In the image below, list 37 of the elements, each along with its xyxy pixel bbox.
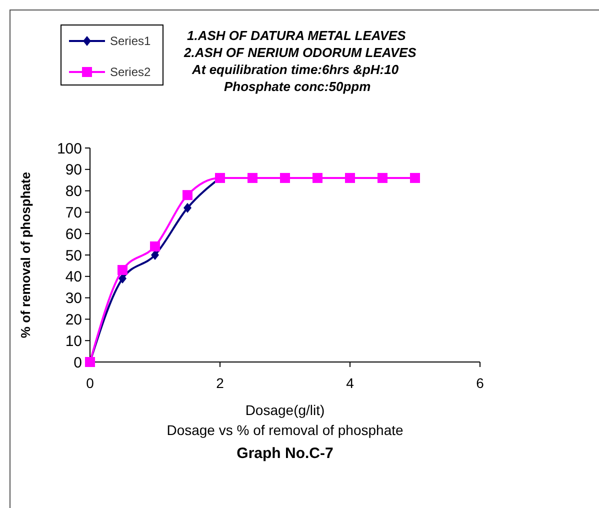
y-tick-label: 60 [65, 226, 82, 243]
y-tick-label: 0 [74, 354, 82, 372]
point [248, 172, 258, 183]
point [378, 172, 388, 183]
y-tick-label: 100 [56, 140, 82, 158]
chart-title: 1.ASH OF DATURA METAL LEAVES [187, 28, 406, 43]
y-tick-label: 50 [65, 247, 82, 264]
y-axis-title: % of removal of phosphate [18, 172, 33, 338]
y-tick-label: 20 [65, 311, 82, 328]
point [182, 190, 192, 200]
y-tick-label: 70 [65, 204, 82, 222]
text: At equilibration time:6hrs &pH:10 [191, 62, 400, 77]
point [312, 172, 322, 183]
text: Graph No.C-7 [236, 445, 334, 462]
point [118, 264, 128, 275]
y-tick-label: 30 [65, 290, 82, 308]
y-tick-label: 80 [65, 183, 82, 200]
chart-subtitle: 2.ASH OF NERIUM ODORUM LEAVES [183, 45, 417, 60]
x-tick-label: 4 [346, 375, 354, 391]
x-tick-label: 2 [216, 375, 224, 391]
y-tick-label: 10 [65, 332, 82, 350]
x-tick-label: 0 [86, 375, 94, 391]
y-tick-label: 40 [65, 268, 82, 286]
point [410, 172, 420, 183]
point [345, 172, 355, 183]
text: Phosphate conc:50ppm [224, 79, 372, 94]
point [118, 274, 126, 284]
text: Dosage vs % of removal of phosphate [166, 422, 404, 438]
legend-label: Series2 [110, 65, 152, 80]
point [280, 172, 290, 183]
point [150, 241, 160, 252]
point [151, 250, 159, 260]
x-axis-title: Dosage(g/lit) [245, 402, 325, 418]
x-tick-label: 6 [476, 375, 484, 391]
point [184, 202, 192, 213]
legend-label: Series1 [110, 34, 152, 48]
y-tick-label: 90 [65, 162, 82, 179]
